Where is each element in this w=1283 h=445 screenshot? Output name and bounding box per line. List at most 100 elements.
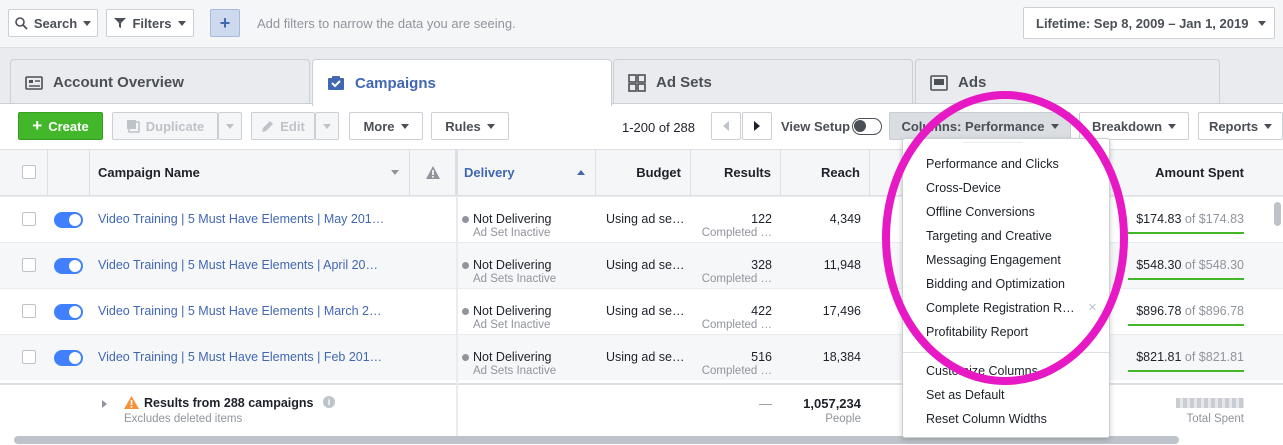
column-header-delivery[interactable]: Delivery xyxy=(456,149,596,196)
column-header-results[interactable]: Results xyxy=(691,149,781,196)
amount-spent-value: $174.83 of $174.83 xyxy=(1110,212,1244,226)
campaign-name-link[interactable]: Video Training | 5 Must Have Elements | … xyxy=(98,258,379,272)
tab-label: Campaigns xyxy=(355,74,436,92)
campaign-name-link[interactable]: Video Training | 5 Must Have Elements | … xyxy=(98,350,383,364)
reports-label: Reports xyxy=(1208,118,1259,134)
columns-dropdown-menu: Performance and Clicks Cross-Device Offlin… xyxy=(902,138,1110,438)
results-sublabel: Completed … xyxy=(701,273,772,285)
spend-progress-bar xyxy=(1128,232,1244,234)
columns-preset-item[interactable]: Bidding and Optimization xyxy=(926,277,1065,291)
columns-button[interactable]: Columns: Performance xyxy=(889,112,1071,140)
add-filters-hint[interactable]: Add filters to narrow the data you are s… xyxy=(257,16,516,31)
row-checkbox[interactable] xyxy=(22,304,36,318)
chevron-down-icon xyxy=(323,123,331,129)
edit-button[interactable]: Edit xyxy=(251,112,315,140)
column-header-campaign-name[interactable]: Campaign Name xyxy=(90,149,410,196)
tab-label: Ad Sets xyxy=(656,74,712,91)
vertical-scrollbar[interactable] xyxy=(1274,202,1281,226)
column-header-warnings[interactable] xyxy=(410,149,456,196)
duplicate-icon xyxy=(126,120,140,133)
next-page-button[interactable] xyxy=(742,112,772,140)
expand-chevron-icon[interactable] xyxy=(102,400,107,408)
columns-preset-item[interactable]: Profitability Report xyxy=(926,325,1029,339)
tab-account-overview[interactable]: Account Overview xyxy=(10,59,310,105)
row-checkbox[interactable] xyxy=(22,258,36,272)
more-button[interactable]: More xyxy=(349,112,423,140)
tab-ads[interactable]: Ads xyxy=(915,59,1220,105)
columns-action-item[interactable]: Set as Default xyxy=(926,388,1005,402)
summary-reach: 1,057,234 xyxy=(803,396,861,411)
delivery-status: Not Delivering xyxy=(462,212,592,226)
reach-value: 11,948 xyxy=(823,258,861,272)
pagination-label: 1-200 of 288 xyxy=(622,120,696,135)
budget-value: Using ad se… xyxy=(606,212,685,226)
campaign-status-toggle[interactable] xyxy=(54,304,83,320)
columns-preset-item[interactable]: Complete Registration R… xyxy=(926,301,1075,315)
info-icon[interactable]: i xyxy=(323,396,335,408)
delivery-sublabel: Ad Sets Inactive xyxy=(473,273,557,285)
sort-ascending-icon xyxy=(577,170,585,175)
spend-progress-bar xyxy=(1128,370,1244,372)
ad-sets-icon xyxy=(628,73,646,92)
rules-button[interactable]: Rules xyxy=(431,112,509,140)
chevron-down-icon xyxy=(400,123,409,129)
duplicate-button[interactable]: Duplicate xyxy=(112,112,218,140)
columns-action-item[interactable]: Customize Columns… xyxy=(926,364,1051,378)
spent-of-budget: of $896.78 xyxy=(1184,304,1244,318)
delivery-label: Not Delivering xyxy=(473,258,552,272)
plus-icon: + xyxy=(32,116,43,135)
chevron-down-icon xyxy=(1264,123,1273,129)
create-button[interactable]: + Create xyxy=(18,112,103,140)
chevron-down-icon xyxy=(1258,20,1267,26)
campaign-name-link[interactable]: Video Training | 5 Must Have Elements | … xyxy=(98,212,385,226)
select-all-cell xyxy=(0,149,48,196)
reports-button[interactable]: Reports xyxy=(1198,112,1283,140)
view-setup-toggle[interactable] xyxy=(852,118,882,135)
spent-of-budget: of $821.81 xyxy=(1184,350,1244,364)
spent-amount: $821.81 xyxy=(1136,350,1182,364)
search-button[interactable]: Search xyxy=(8,9,98,37)
results-sublabel: Completed … xyxy=(701,365,772,377)
row-checkbox[interactable] xyxy=(22,212,36,226)
tab-campaigns[interactable]: Campaigns xyxy=(312,59,612,106)
status-dot-icon xyxy=(462,216,469,224)
tab-ad-sets[interactable]: Ad Sets xyxy=(613,59,913,105)
column-header-amount-spent[interactable]: Amount Spent xyxy=(1110,149,1253,196)
plus-icon: + xyxy=(219,12,231,33)
column-header-reach[interactable]: Reach xyxy=(781,149,870,196)
columns-action-item[interactable]: Reset Column Widths xyxy=(926,412,1047,426)
budget-value: Using ad se… xyxy=(606,258,685,272)
add-filter-button[interactable]: + xyxy=(210,9,240,37)
summary-title: Results from 288 campaigns xyxy=(144,396,314,410)
campaign-status-toggle[interactable] xyxy=(54,258,83,274)
select-all-checkbox[interactable] xyxy=(22,165,36,179)
columns-preset-item[interactable]: Targeting and Creative xyxy=(926,229,1052,243)
edit-dropdown[interactable] xyxy=(315,112,339,140)
warning-icon xyxy=(124,396,139,409)
date-range-picker[interactable]: Lifetime: Sep 8, 2009 – Jan 1, 2019 xyxy=(1023,7,1275,39)
columns-preset-item[interactable]: Performance and Clicks xyxy=(926,157,1059,171)
spent-amount: $174.83 xyxy=(1136,212,1182,226)
amount-spent-value: $821.81 of $821.81 xyxy=(1110,350,1244,364)
campaign-name-link[interactable]: Video Training | 5 Must Have Elements | … xyxy=(98,304,382,318)
column-label: Results xyxy=(724,165,771,180)
campaigns-icon xyxy=(328,76,344,90)
horizontal-scrollbar[interactable] xyxy=(14,436,1179,444)
filters-button[interactable]: Filters xyxy=(106,9,194,37)
filter-icon xyxy=(114,18,127,28)
remove-preset-icon[interactable]: × xyxy=(1088,299,1097,316)
columns-preset-item[interactable]: Offline Conversions xyxy=(926,205,1035,219)
budget-value: Using ad se… xyxy=(606,304,685,318)
campaign-status-toggle[interactable] xyxy=(54,350,83,366)
campaign-status-toggle[interactable] xyxy=(54,212,83,228)
columns-preset-item[interactable]: Messaging Engagement xyxy=(926,253,1061,267)
delivery-label: Not Delivering xyxy=(473,212,552,226)
breakdown-button[interactable]: Breakdown xyxy=(1079,112,1189,140)
prev-page-button[interactable] xyxy=(711,112,741,140)
sort-chevron-icon[interactable] xyxy=(391,170,399,175)
duplicate-dropdown[interactable] xyxy=(218,112,242,140)
columns-preset-item[interactable]: Cross-Device xyxy=(926,181,1002,195)
row-checkbox[interactable] xyxy=(22,350,36,364)
spent-amount: $896.78 xyxy=(1136,304,1182,318)
column-header-budget[interactable]: Budget xyxy=(596,149,691,196)
